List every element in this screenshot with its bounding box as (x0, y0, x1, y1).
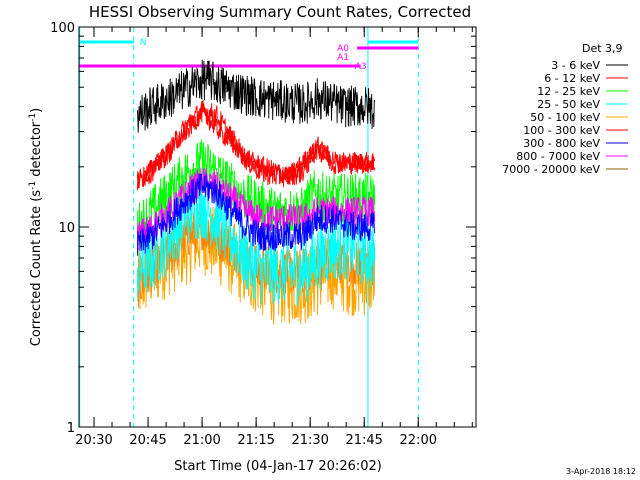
y-axis-label-end: ) (29, 108, 44, 113)
x-axis: 20:30 20:45 21:00 21:15 21:30 21:45 22:00 (75, 27, 473, 448)
series-line-0 (136, 59, 376, 133)
legend-label: 25 - 50 keV (537, 98, 600, 111)
y-axis: 1 10 100 (50, 21, 476, 436)
y-tick-label: 10 (58, 221, 75, 236)
legend-label: 50 - 100 keV (530, 111, 600, 124)
legend-label: 100 - 300 keV (523, 124, 600, 137)
y-axis-label-main: Corrected Count Rate (s (29, 190, 44, 347)
footer-date: 3-Apr-2018 18:12 (566, 467, 636, 476)
x-tick-label: 22:00 (400, 433, 437, 448)
a0-flag-label: A0 (337, 44, 349, 54)
y-tick-label: 100 (50, 21, 75, 36)
y-axis-label-sup1: -1 (28, 181, 38, 190)
a1-flag-label: A1 (337, 53, 349, 63)
legend-label: 6 - 12 keV (544, 72, 600, 85)
legend-label: 7000 - 20000 keV (502, 163, 600, 176)
y-axis-label: Corrected Count Rate (s-1 detector-1) (28, 108, 44, 346)
x-tick-label: 20:30 (75, 433, 112, 448)
legend-label: 800 - 7000 keV (516, 150, 600, 163)
x-axis-label: Start Time (04-Jan-17 20:26:02) (174, 459, 382, 474)
legend-label: 300 - 800 keV (523, 137, 600, 150)
x-tick-label: 21:45 (345, 433, 382, 448)
series-line-6 (136, 172, 376, 256)
legend-label: 12 - 25 keV (537, 85, 600, 98)
n-flag-label: N (140, 38, 147, 48)
series-line-2 (136, 139, 376, 249)
chart-title: HESSI Observing Summary Count Rates, Cor… (89, 3, 471, 21)
x-tick-label: 20:45 (129, 433, 166, 448)
x-tick-label: 21:30 (291, 433, 328, 448)
x-tick-label: 21:15 (237, 433, 274, 448)
a3-flag-label: A3 (355, 62, 367, 72)
y-tick-label: 1 (67, 421, 75, 436)
legend-title: Det 3,9 (582, 42, 623, 55)
series-line-5 (136, 104, 376, 191)
y-axis-label-mid: detector (29, 121, 44, 181)
x-tick-label: 21:00 (183, 433, 220, 448)
legend-label: 3 - 6 keV (551, 59, 600, 72)
series-line-1 (136, 99, 376, 189)
y-axis-label-sup2: -1 (28, 113, 38, 122)
